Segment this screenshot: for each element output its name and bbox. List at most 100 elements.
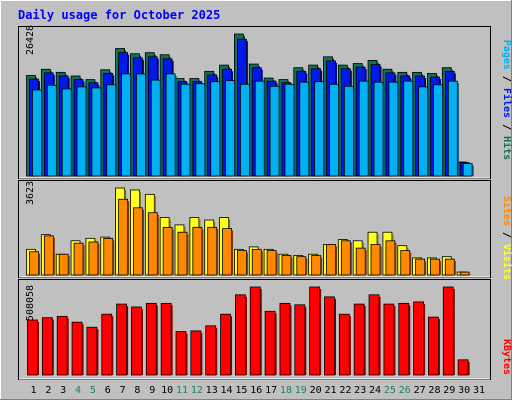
- bar-kbytes-day-14: [220, 313, 231, 376]
- legend-files: Files: [501, 88, 512, 118]
- bar-pages-day-6: [106, 84, 117, 177]
- bar-pages-day-29-shadow: [457, 83, 459, 176]
- bar-pages-day-19-shadow: [308, 84, 311, 176]
- kbytes-ymax-label: 508058: [25, 285, 36, 321]
- bar-kbytes-day-12: [190, 330, 202, 376]
- bar-pages-day-24: [373, 81, 384, 177]
- day-label-29: 29: [443, 385, 455, 396]
- bar-kbytes-day-21: [324, 296, 335, 376]
- bar-pages-day-12-shadow: [204, 85, 207, 176]
- bar-kbytes-day-27: [413, 301, 425, 376]
- bar-kbytes-day-26: [398, 302, 410, 376]
- bar-kbytes-day-6: [101, 313, 113, 376]
- bar-sites-day-9-shadow: [157, 214, 159, 275]
- visits-ymax-label: 3623: [25, 181, 36, 205]
- bar-sites-day-1-shadow: [38, 253, 40, 275]
- day-label-25: 25: [384, 385, 396, 396]
- bar-pages-day-14-shadow: [234, 82, 237, 176]
- bar-kbytes-day-13-shadow: [215, 327, 218, 375]
- bar-kbytes-day-22-shadow: [349, 316, 351, 375]
- bar-sites-day-4: [73, 242, 84, 276]
- bar-pages-day-4-shadow: [86, 88, 88, 176]
- bar-pages-day-16-shadow: [264, 83, 266, 176]
- bar-sites-day-2: [43, 235, 54, 276]
- bar-pages-day-10: [165, 73, 176, 177]
- bar-sites-day-21-shadow: [335, 246, 337, 275]
- bar-sites-day-29-shadow: [454, 261, 456, 275]
- bar-sites-day-17: [266, 250, 277, 276]
- bar-kbytes-day-19-shadow: [304, 306, 307, 375]
- bar-pages-day-21-shadow: [338, 86, 340, 176]
- bar-kbytes-day-10-shadow: [171, 305, 173, 375]
- bar-sites-day-25: [385, 240, 396, 276]
- bar-sites-day-28: [430, 258, 440, 276]
- bar-sites-day-18-shadow: [290, 257, 293, 275]
- day-label-12: 12: [191, 385, 203, 396]
- legend-pages: Pages: [501, 40, 512, 70]
- bar-sites-day-26: [400, 250, 411, 276]
- bar-kbytes-day-17-shadow: [275, 313, 277, 375]
- bar-sites-day-10-shadow: [172, 229, 174, 275]
- day-label-19: 19: [295, 385, 307, 396]
- bar-kbytes-day-20-shadow: [319, 289, 322, 375]
- bar-sites-day-4-shadow: [83, 245, 85, 275]
- bar-pages-day-30: [462, 163, 473, 177]
- bar-sites-day-9: [147, 212, 158, 276]
- bar-pages-day-3: [61, 88, 72, 177]
- bar-kbytes-day-8: [131, 306, 142, 376]
- bar-pages-day-16: [254, 80, 265, 177]
- bar-sites-day-19: [296, 256, 307, 276]
- bar-sites-day-22: [340, 240, 351, 276]
- bar-pages-day-1: [32, 89, 42, 177]
- bar-sites-day-14-shadow: [231, 230, 234, 275]
- bar-kbytes-day-5-shadow: [96, 329, 99, 375]
- bar-sites-day-8-shadow: [142, 209, 144, 275]
- bar-sites-day-20: [311, 255, 322, 276]
- bar-pages-day-17: [269, 85, 280, 177]
- bar-sites-day-3: [58, 253, 69, 276]
- bar-pages-day-7-shadow: [130, 75, 133, 176]
- day-label-17: 17: [265, 385, 277, 396]
- bar-kbytes-day-16-shadow: [260, 289, 262, 375]
- bar-pages-day-25: [388, 81, 399, 177]
- bar-pages-day-18-shadow: [293, 86, 296, 176]
- bar-pages-day-26: [403, 80, 414, 177]
- legend-visits: Visits: [501, 244, 512, 280]
- day-label-24: 24: [369, 385, 381, 396]
- bar-kbytes-day-9-shadow: [156, 305, 158, 375]
- bar-sites-day-24: [370, 244, 381, 276]
- panel-kbytes-bars: [27, 286, 470, 376]
- bar-pages-day-20-shadow: [323, 83, 326, 176]
- day-label-9: 9: [149, 385, 155, 396]
- bar-pages-day-13: [210, 81, 221, 177]
- bar-sites-day-6-shadow: [112, 240, 115, 275]
- bar-kbytes-day-28: [428, 316, 439, 376]
- bar-sites-day-29: [444, 258, 455, 276]
- bar-pages-day-27-shadow: [427, 88, 430, 176]
- bar-sites-day-8: [133, 207, 143, 276]
- bar-kbytes-day-25-shadow: [393, 306, 396, 375]
- bar-kbytes-day-23-shadow: [364, 306, 366, 375]
- bar-kbytes-day-11-shadow: [186, 333, 188, 375]
- bar-sites-day-5-shadow: [97, 244, 100, 275]
- bar-pages-day-23-shadow: [368, 83, 370, 176]
- bar-sites-day-14: [222, 228, 232, 276]
- bar-kbytes-day-5: [86, 326, 98, 376]
- bar-pages-day-4: [76, 86, 87, 177]
- bar-kbytes-day-26-shadow: [408, 305, 411, 375]
- bar-kbytes-day-18: [279, 302, 291, 376]
- bar-pages-day-15: [239, 83, 250, 177]
- bar-sites-day-27: [415, 258, 426, 276]
- bar-pages-day-27: [418, 86, 429, 177]
- bar-kbytes-day-21-shadow: [334, 298, 336, 375]
- bar-kbytes-day-15: [234, 294, 246, 376]
- bar-kbytes-day-30-shadow: [468, 361, 470, 375]
- bar-kbytes-day-14-shadow: [230, 316, 233, 375]
- bar-kbytes-day-23: [353, 303, 365, 376]
- day-label-26: 26: [399, 385, 411, 396]
- bar-pages-day-28-shadow: [442, 86, 444, 176]
- bar-pages-day-24-shadow: [383, 84, 385, 176]
- bar-pages-day-15-shadow: [249, 86, 251, 176]
- bar-sites-day-18: [281, 255, 292, 276]
